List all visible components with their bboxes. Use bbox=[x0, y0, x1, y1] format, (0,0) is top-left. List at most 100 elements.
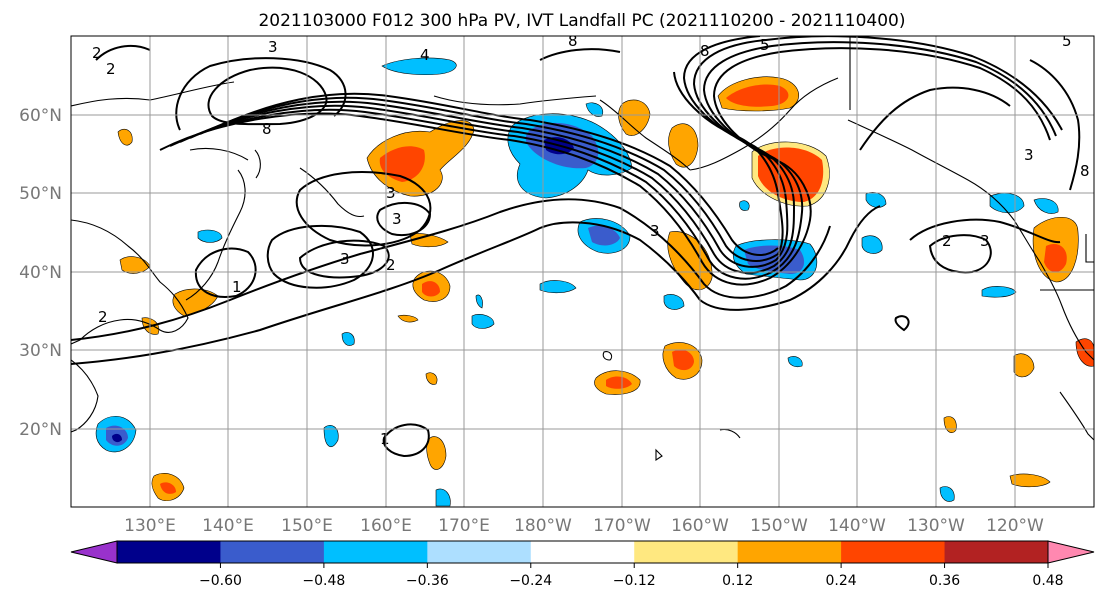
colorbar-tick-label: −0.36 bbox=[406, 573, 449, 589]
pv-contour bbox=[928, 234, 992, 274]
negative-anomaly-region bbox=[381, 57, 457, 76]
pv-contour bbox=[71, 205, 881, 365]
contour-label: 2 bbox=[92, 44, 102, 62]
positive-anomaly-region bbox=[425, 372, 438, 385]
colorbar-extend-high bbox=[1047, 540, 1095, 564]
positive-anomaly-region bbox=[1009, 473, 1051, 488]
colorbar-tick-label: −0.48 bbox=[302, 573, 345, 589]
longitude-label: 160°E bbox=[360, 516, 412, 536]
coastline bbox=[599, 99, 691, 171]
colorbar-tick-label: −0.12 bbox=[613, 573, 656, 589]
border-line bbox=[1085, 234, 1094, 263]
negative-anomaly-core bbox=[588, 225, 620, 246]
colorbar-ticks: −0.60 −0.48 −0.36 −0.24 −0.12 0.12 0.24 0.36 0.4… bbox=[199, 563, 1064, 589]
positive-anomaly-core bbox=[160, 482, 176, 494]
pv-contour bbox=[298, 239, 390, 279]
contour-label: 2 bbox=[106, 60, 116, 78]
latitude-label: 50°N bbox=[19, 184, 62, 204]
contour-label: 1 bbox=[380, 430, 390, 448]
colorbar-tick-label: −0.24 bbox=[509, 573, 552, 589]
positive-anomaly-region bbox=[668, 123, 699, 168]
contour-label: 4 bbox=[420, 46, 430, 64]
positive-anomaly-core bbox=[672, 349, 694, 371]
positive-anomaly-core bbox=[1044, 244, 1067, 273]
colorbar-segment bbox=[117, 541, 221, 563]
positive-anomaly-region bbox=[397, 314, 419, 323]
pv-contour bbox=[909, 218, 1061, 244]
pv-contour bbox=[175, 57, 347, 131]
map-panel: 2 3 4 8 8 5 5 8 3 3 3 2 1 2 2 3 1 3 3 8 bbox=[70, 32, 1095, 508]
colorbar-segment bbox=[220, 541, 325, 563]
colorbar-segment bbox=[530, 541, 635, 563]
longitude-label: 140°W bbox=[828, 516, 886, 536]
colorbar-segment bbox=[841, 541, 946, 563]
contour-label: 8 bbox=[262, 120, 272, 138]
pv-contour bbox=[859, 86, 1011, 151]
negative-anomaly-region bbox=[323, 425, 339, 448]
pv-contour bbox=[189, 36, 789, 268]
coastline bbox=[1013, 219, 1094, 361]
coastline bbox=[433, 95, 597, 106]
contour-label: 3 bbox=[650, 222, 660, 240]
positive-anomaly-region bbox=[409, 233, 449, 248]
contour-label: 1 bbox=[232, 278, 242, 296]
pv-contour bbox=[95, 44, 151, 61]
negative-anomaly-region bbox=[1033, 198, 1059, 214]
colorbar-segment bbox=[944, 541, 1049, 563]
map-frame bbox=[70, 35, 1095, 508]
negative-anomaly-region bbox=[475, 294, 483, 309]
positive-anomaly-region bbox=[618, 99, 651, 136]
negative-anomaly-region bbox=[739, 200, 750, 211]
positive-anomaly-region bbox=[1075, 338, 1094, 367]
contour-label: 8 bbox=[568, 32, 578, 50]
coastline bbox=[1059, 391, 1094, 441]
pv-contour bbox=[159, 47, 1051, 286]
colorbar-segments bbox=[117, 541, 1049, 563]
pv-contour bbox=[376, 202, 432, 236]
coastline bbox=[189, 147, 249, 161]
coastline bbox=[602, 351, 613, 361]
pv-contour bbox=[539, 48, 621, 61]
contour-label: 5 bbox=[1062, 32, 1072, 50]
colorbar-segment bbox=[737, 541, 842, 563]
coastline bbox=[689, 77, 839, 171]
contour-label: 8 bbox=[1080, 162, 1090, 180]
colorbar: −0.60 −0.48 −0.36 −0.24 −0.12 0.12 0.24 0.36 0.4… bbox=[70, 540, 1095, 589]
contour-label: 2 bbox=[98, 308, 108, 326]
pv-contour bbox=[382, 423, 430, 458]
contour-label: 5 bbox=[760, 36, 770, 54]
coastline bbox=[719, 428, 741, 439]
latitude-label: 60°N bbox=[19, 106, 62, 126]
longitude-labels: 130°E 140°E 150°E 160°E 170°E 180°W 170°… bbox=[124, 516, 1044, 536]
coastline bbox=[254, 149, 261, 179]
negative-anomaly-region bbox=[539, 280, 577, 294]
contour-label: 8 bbox=[700, 42, 710, 60]
contour-label: 3 bbox=[392, 210, 402, 228]
colorbar-frame bbox=[116, 540, 1049, 564]
longitude-label: 120°W bbox=[986, 516, 1044, 536]
negative-anomaly-region bbox=[861, 235, 883, 254]
colorbar-tick-label: −0.60 bbox=[199, 573, 242, 589]
contour-label: 3 bbox=[1024, 146, 1034, 164]
pv-contour bbox=[194, 247, 257, 298]
negative-anomaly-region bbox=[663, 294, 685, 310]
positive-anomaly-core bbox=[379, 146, 425, 182]
pv-contour bbox=[1029, 59, 1081, 191]
negative-anomaly-region bbox=[341, 332, 355, 346]
coastline bbox=[71, 219, 189, 345]
positive-anomaly-core bbox=[422, 281, 440, 297]
colorbar-tick-label: 0.48 bbox=[1032, 573, 1063, 589]
pv-contour bbox=[71, 198, 831, 341]
contour-label: 3 bbox=[340, 250, 350, 268]
longitude-label: 140°E bbox=[202, 516, 254, 536]
longitude-label: 130°W bbox=[907, 516, 965, 536]
map-title: 2021103000 F012 300 hPa PV, IVT Landfall… bbox=[258, 11, 905, 31]
negative-anomaly-region bbox=[787, 356, 803, 368]
longitude-label: 130°E bbox=[124, 516, 176, 536]
contour-labels: 2 3 4 8 8 5 5 8 3 3 3 2 1 2 2 3 1 3 3 8 bbox=[92, 32, 1090, 448]
positive-anomaly-region bbox=[1013, 353, 1035, 378]
negative-anomaly-region bbox=[585, 102, 604, 117]
coastline bbox=[71, 359, 99, 433]
negative-anomaly-region bbox=[939, 486, 955, 502]
latitude-labels: 60°N 50°N 40°N 30°N 20°N bbox=[19, 106, 62, 440]
